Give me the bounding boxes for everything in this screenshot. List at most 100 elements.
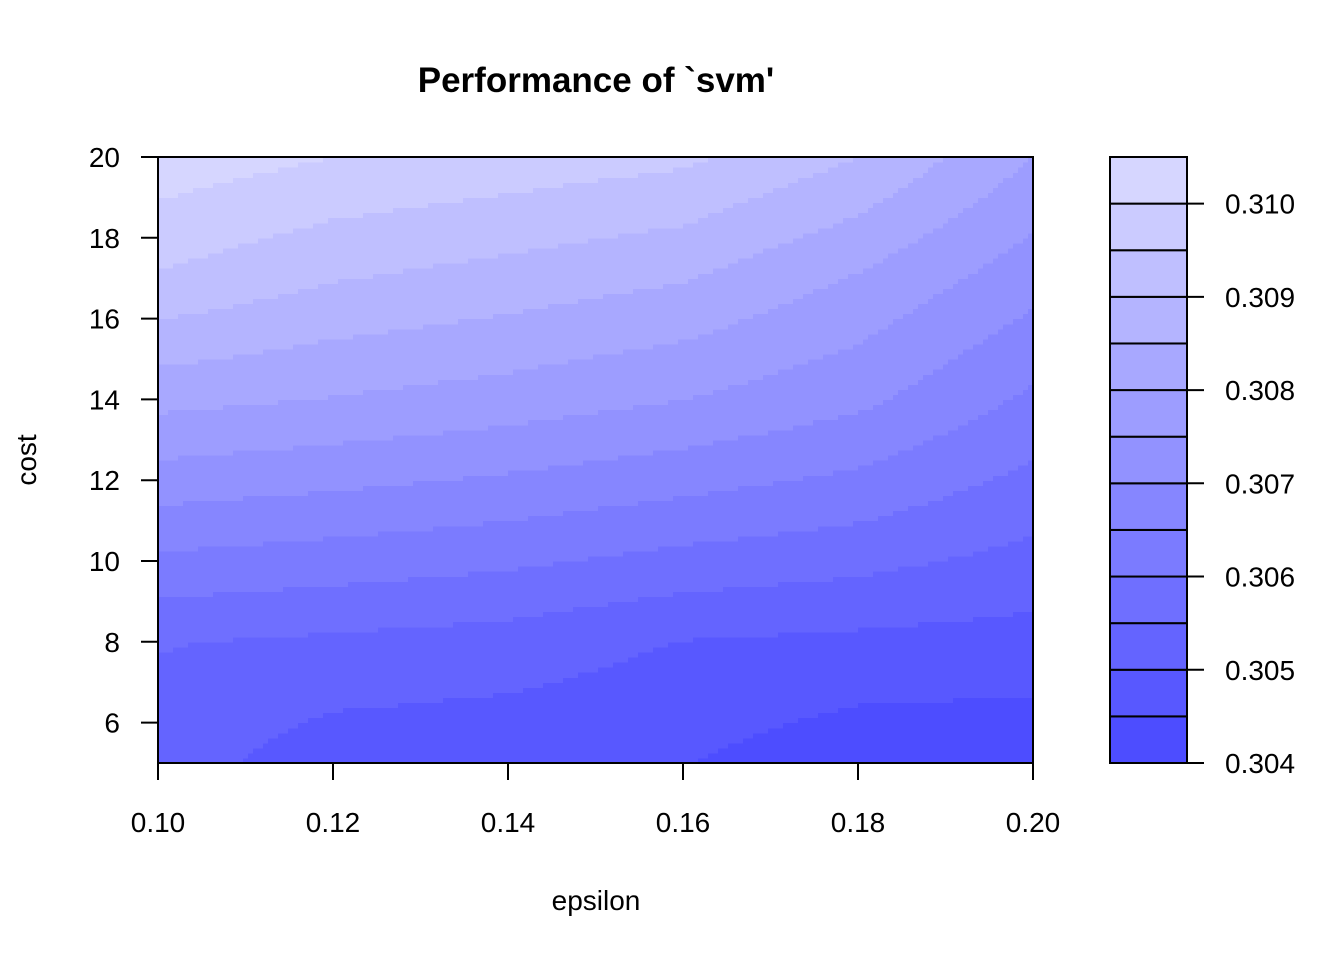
contour-cell: [283, 692, 289, 698]
contour-cell: [988, 707, 994, 714]
contour-cell: [458, 727, 464, 734]
contour-cell: [853, 651, 859, 658]
contour-cell: [243, 687, 249, 693]
contour-cell: [178, 662, 184, 668]
contour-cell: [303, 646, 309, 653]
contour-cell: [223, 662, 229, 668]
contour-cell: [863, 641, 869, 648]
contour-cell: [423, 742, 429, 749]
contour-cell: [598, 662, 604, 668]
contour-cell: [553, 752, 559, 759]
contour-cell: [383, 717, 389, 724]
contour-cell: [448, 662, 454, 668]
contour-cell: [468, 677, 474, 683]
contour-cell: [778, 747, 784, 754]
contour-cell: [1013, 757, 1019, 764]
contour-cell: [943, 687, 949, 693]
contour-cell: [478, 717, 484, 724]
contour-cell: [818, 651, 824, 658]
contour-cell: [933, 641, 939, 648]
contour-cell: [313, 687, 319, 693]
contour-cell: [183, 677, 189, 683]
contour-cell: [758, 737, 764, 744]
contour-cell: [988, 747, 994, 754]
contour-cell: [973, 707, 979, 714]
contour-cell: [1023, 752, 1029, 759]
contour-cell: [543, 631, 549, 638]
contour-cell: [873, 737, 879, 744]
contour-cell: [338, 702, 344, 709]
contour-cell: [938, 651, 944, 658]
contour-cell: [868, 621, 874, 628]
contour-cell: [463, 672, 469, 678]
contour-cell: [788, 732, 794, 739]
contour-cell: [918, 667, 924, 673]
contour-cell: [828, 621, 834, 628]
contour-cell: [948, 631, 954, 638]
contour-cell: [488, 722, 494, 729]
contour-cell: [458, 742, 464, 749]
contour-cell: [873, 722, 879, 729]
contour-cell: [333, 707, 339, 714]
contour-cell: [403, 616, 409, 623]
contour-cell: [173, 742, 179, 749]
contour-cell: [493, 742, 499, 749]
contour-cell: [188, 667, 194, 673]
contour-cell: [693, 662, 699, 668]
contour-cell: [443, 641, 449, 648]
contour-cell: [608, 687, 614, 693]
contour-cell: [418, 732, 424, 739]
contour-cell: [158, 742, 164, 749]
contour-cell: [193, 667, 199, 673]
contour-cell: [158, 707, 164, 714]
contour-cell: [1003, 641, 1009, 648]
contour-cell: [258, 747, 264, 754]
contour-cell: [633, 722, 639, 729]
contour-cell: [473, 712, 479, 719]
contour-cell: [803, 662, 809, 668]
contour-cell: [883, 646, 889, 653]
contour-cell: [848, 641, 854, 648]
contour-cell: [793, 646, 799, 653]
contour-cell: [618, 682, 624, 688]
contour-cell: [278, 646, 284, 653]
contour-cell: [303, 667, 309, 673]
contour-cell: [583, 646, 589, 653]
contour-cell: [873, 641, 879, 648]
contour-cell: [803, 667, 809, 673]
contour-cell: [413, 621, 419, 628]
contour-cell: [603, 656, 609, 663]
contour-cell: [238, 616, 244, 623]
contour-cell: [548, 621, 554, 628]
contour-cell: [823, 697, 829, 703]
contour-cell: [668, 722, 674, 729]
contour-cell: [388, 752, 394, 759]
contour-cell: [1023, 677, 1029, 683]
contour-cell: [813, 677, 819, 683]
contour-cell: [173, 707, 179, 714]
contour-cell: [368, 737, 374, 744]
contour-cell: [908, 656, 914, 663]
contour-cell: [1023, 712, 1029, 719]
contour-cell: [963, 712, 969, 719]
contour-cell: [593, 682, 599, 688]
contour-cell: [513, 747, 519, 754]
contour-cell: [183, 747, 189, 754]
contour-cell: [508, 712, 514, 719]
contour-cell: [758, 702, 764, 709]
contour-cell: [463, 662, 469, 668]
contour-cell: [923, 747, 929, 754]
contour-cell: [418, 752, 424, 759]
contour-cell: [858, 641, 864, 648]
contour-cell: [408, 707, 414, 714]
contour-cell: [533, 757, 539, 764]
contour-cell: [653, 687, 659, 693]
contour-cell: [503, 717, 509, 724]
contour-cell: [1018, 631, 1024, 638]
contour-cell: [638, 621, 644, 628]
contour-cell: [278, 712, 284, 719]
contour-cell: [813, 626, 819, 633]
contour-cell: [278, 641, 284, 648]
contour-cell: [803, 631, 809, 638]
contour-cell: [238, 656, 244, 663]
